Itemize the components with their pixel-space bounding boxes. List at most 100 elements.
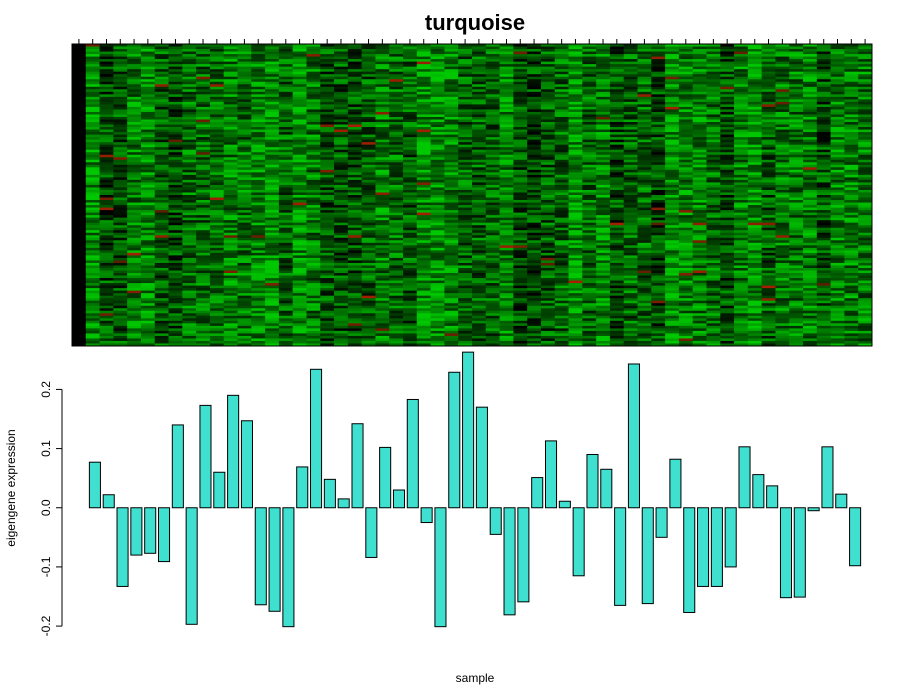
heatmap-cell — [403, 300, 418, 304]
heatmap-cell — [554, 114, 569, 118]
heatmap-cell — [292, 66, 307, 70]
heatmap-cell — [444, 212, 459, 216]
heatmap-cell — [306, 127, 321, 130]
heatmap-cell — [361, 64, 376, 68]
heatmap-cell — [623, 315, 638, 319]
heatmap-cell — [209, 333, 225, 337]
heatmap-cell — [416, 305, 432, 309]
heatmap-cell — [140, 74, 156, 78]
heatmap-cell — [513, 288, 528, 292]
heatmap-cell — [444, 162, 459, 166]
heatmap-cell — [582, 154, 597, 158]
heatmap-cell — [472, 308, 487, 312]
heatmap-cell — [113, 139, 128, 143]
heatmap-cell — [154, 212, 169, 216]
heatmap-cell — [637, 182, 652, 186]
heatmap-cell — [513, 320, 528, 324]
heatmap-cell — [582, 159, 597, 163]
heatmap-cell — [182, 205, 197, 208]
heatmap-cell — [223, 144, 238, 148]
heatmap-cell — [623, 84, 638, 88]
heatmap-cell — [99, 335, 114, 339]
heatmap-cell — [127, 235, 142, 239]
heatmap-cell — [582, 310, 597, 314]
heatmap-cell — [458, 56, 473, 60]
heatmap-cell — [361, 280, 376, 284]
heatmap-cell — [320, 215, 335, 219]
heatmap-cell — [430, 200, 445, 203]
heatmap-cell — [389, 205, 404, 208]
heatmap-cell — [554, 91, 569, 95]
heatmap-cell — [609, 290, 625, 294]
heatmap-cell — [568, 267, 583, 271]
heatmap-cell — [320, 280, 335, 284]
heatmap-cell — [237, 288, 252, 292]
heatmap-cell — [444, 328, 459, 332]
heatmap-cell — [458, 247, 473, 251]
heatmap-cell — [251, 91, 266, 95]
heatmap-cell — [278, 232, 294, 236]
heatmap-cell — [499, 49, 514, 52]
heatmap-cell — [265, 104, 280, 108]
heatmap-cell — [334, 298, 349, 302]
heatmap-cell — [389, 91, 404, 95]
heatmap-cell — [347, 66, 363, 70]
heatmap-cell — [582, 44, 597, 47]
heatmap-cell — [485, 303, 500, 307]
heatmap-cell — [140, 260, 156, 264]
heatmap-cell — [237, 247, 252, 251]
heatmap-cell — [127, 122, 142, 125]
heatmap-cell — [347, 91, 363, 95]
heatmap-cell — [237, 255, 252, 259]
heatmap-cell — [416, 84, 432, 88]
heatmap-cell — [154, 129, 169, 133]
heatmap-cell — [472, 94, 487, 98]
heatmap-cell — [72, 139, 87, 143]
heatmap-cell — [568, 137, 583, 141]
heatmap-cell — [568, 66, 583, 70]
heatmap-cell — [389, 149, 404, 153]
heatmap-cell — [306, 139, 321, 143]
heatmap-cell — [334, 169, 349, 173]
heatmap-cell — [596, 212, 611, 216]
heatmap-cell — [485, 89, 500, 93]
heatmap-cell — [168, 242, 183, 246]
heatmap-cell — [209, 335, 225, 339]
heatmap-cell — [527, 76, 542, 80]
heatmap-cell — [223, 205, 238, 208]
heatmap-cell — [568, 101, 583, 105]
heatmap-cell — [85, 64, 100, 68]
heatmap-cell — [168, 109, 183, 113]
heatmap-cell — [223, 76, 238, 80]
heatmap-cell — [472, 174, 487, 178]
heatmap-cell — [113, 313, 128, 317]
heatmap-cell — [223, 295, 238, 299]
heatmap-cell — [472, 144, 487, 148]
heatmap-cell — [292, 338, 307, 342]
heatmap-cell — [416, 230, 432, 234]
heatmap-cell — [416, 46, 432, 50]
heatmap-cell — [320, 71, 335, 75]
heatmap-cell — [140, 144, 156, 148]
heatmap-cell — [99, 275, 114, 279]
heatmap-cell — [540, 174, 556, 178]
heatmap-cell — [168, 257, 183, 261]
heatmap-cell — [320, 202, 335, 206]
heatmap-cell — [527, 270, 542, 274]
heatmap-cell — [292, 159, 307, 163]
heatmap-cell — [113, 44, 128, 47]
heatmap-cell — [623, 137, 638, 141]
heatmap-cell — [513, 308, 528, 312]
heatmap-cell — [209, 192, 225, 196]
heatmap-cell — [403, 152, 418, 156]
heatmap-cell — [196, 237, 211, 241]
heatmap-cell — [223, 305, 238, 309]
heatmap-cell — [265, 111, 280, 115]
heatmap-cell — [499, 275, 514, 279]
heatmap-cell — [265, 152, 280, 156]
heatmap-cell — [223, 51, 238, 55]
heatmap-cell — [99, 182, 114, 186]
heatmap-cell — [223, 343, 238, 347]
heatmap-cell — [72, 315, 87, 319]
heatmap-cell — [389, 69, 404, 73]
